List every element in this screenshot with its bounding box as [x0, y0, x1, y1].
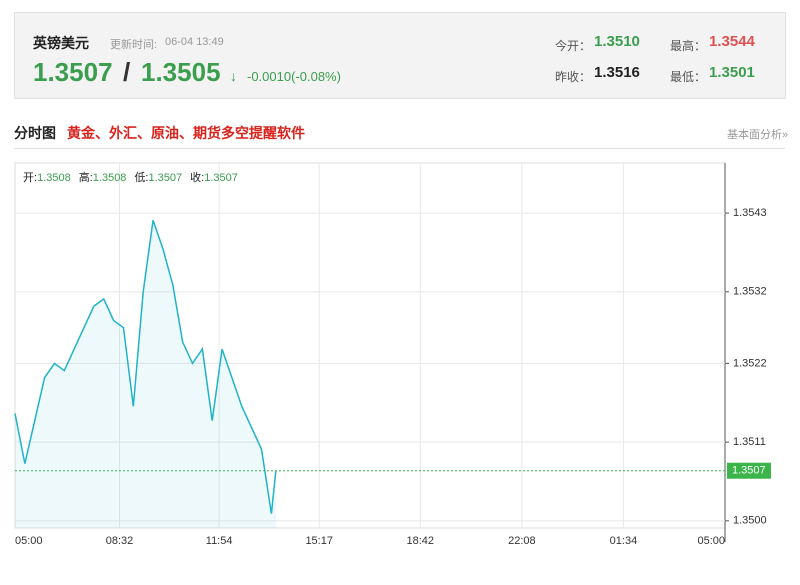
x-tick-label: 01:34 — [610, 535, 638, 547]
y-tick-label: 1.3532 — [733, 286, 767, 298]
legend-value: 1.3507 — [149, 172, 183, 184]
arrow: ↓ — [230, 68, 237, 84]
stat-value: 1.3510 — [594, 33, 640, 50]
y-tick-label: 1.3511 — [733, 436, 766, 448]
y-tick-label: 1.3543 — [733, 207, 767, 219]
change: -0.0010(-0.08%) — [247, 69, 341, 84]
stat-label: 最低： — [670, 70, 707, 84]
legend-value: 1.3508 — [93, 172, 127, 184]
x-tick-label: 05:00 — [697, 535, 725, 547]
x-tick-label: 18:42 — [407, 535, 435, 547]
analysis-link[interactable]: 基本面分析» — [727, 129, 789, 141]
stat-value: 1.3501 — [709, 64, 755, 81]
legend-value: 1.3508 — [37, 172, 71, 184]
ask: 1.3505 — [141, 57, 221, 87]
y-tick-label: 1.3500 — [733, 515, 767, 527]
stat-value: 1.3544 — [709, 33, 755, 50]
stat-label: 今开： — [555, 39, 592, 53]
plot-frame — [14, 162, 726, 529]
stat-label: 昨收： — [555, 70, 592, 84]
x-tick-label: 08:32 — [106, 535, 134, 547]
x-tick-label: 15:17 — [305, 535, 333, 547]
section-title: 分时图 — [14, 125, 56, 141]
last-price-box — [727, 462, 771, 479]
x-tick-label: 11:54 — [206, 535, 233, 547]
legend-label: 开: — [23, 172, 37, 184]
promo-link[interactable]: 黄金、外汇、原油、期货多空提醒软件 — [67, 125, 305, 141]
stat-label: 最高： — [670, 39, 707, 53]
symbol-name: 英镑美元 — [33, 35, 89, 51]
line — [14, 220, 277, 514]
update-time: 06-04 13:49 — [165, 36, 224, 48]
legend-label: 收: — [190, 170, 204, 184]
update-label: 更新时间: — [110, 39, 158, 51]
stat-value: 1.3516 — [594, 64, 640, 81]
y-tick-label: 1.3522 — [733, 357, 767, 369]
x-tick-label: 05:00 — [15, 535, 43, 547]
separator: / — [123, 57, 131, 87]
area — [15, 220, 276, 529]
last-price-label: 1.3507 — [732, 465, 766, 477]
quote-header: 英镑美元 更新时间: 06-04 13:49 1.3507 / 1.3505 ↓… — [14, 12, 786, 99]
legend-label: 高: — [79, 170, 93, 184]
legend: 开:1.3508 高:1.3508 低:1.3507 收:1.3507 — [23, 170, 238, 184]
legend-label: 低: — [134, 171, 148, 184]
x-tick-label: 22:08 — [508, 535, 536, 547]
bid: 1.3507 — [33, 57, 113, 87]
legend-value: 1.3507 — [204, 172, 238, 184]
divider — [14, 148, 785, 149]
